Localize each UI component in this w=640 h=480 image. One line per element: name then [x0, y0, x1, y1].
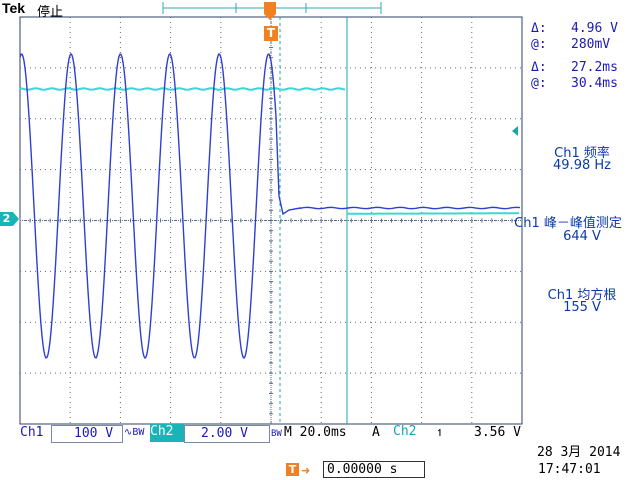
- trigger-mode: A: [372, 425, 380, 440]
- measurement-3-value: 155 V: [563, 300, 601, 315]
- v-at-value: 280mV: [571, 37, 611, 52]
- trigger-marker-icon: T: [264, 26, 278, 41]
- trigger-position-icon: [264, 2, 276, 14]
- ch2-scale: 2.00 V: [201, 426, 248, 441]
- waveform-traces: [19, 17, 521, 424]
- v-at-label: @:: [531, 37, 547, 52]
- graticule-grid: [19, 16, 522, 424]
- ch2-ground-marker: 2: [0, 212, 13, 226]
- time: 17:47:01: [538, 462, 601, 477]
- ch2-ground-arrow-icon: [13, 212, 19, 226]
- ch1-scale: 100 V: [74, 426, 114, 441]
- trigger-pos-arrow-icon: ➜: [301, 464, 311, 477]
- ch2-scale-box[interactable]: 2.00 V: [184, 425, 270, 443]
- measurement-1-label: Ch1 频率: [554, 146, 610, 161]
- ch2-label[interactable]: Ch2: [150, 424, 184, 442]
- t-delta-value: 27.2ms: [571, 60, 618, 75]
- ch1-scale-box[interactable]: 100 V: [51, 425, 123, 443]
- trigger-slope-icon: ↿: [436, 425, 444, 440]
- trigger-position-value: 0.00000 s: [323, 461, 425, 478]
- ch1-coupling-icon: ∿BW: [124, 427, 145, 438]
- trigger-pos-icon: T: [286, 463, 299, 476]
- v-delta-value: 4.96 V: [571, 21, 618, 36]
- ch2-coupling-icon: BW: [271, 429, 282, 439]
- ch1-trace: [19, 52, 521, 360]
- v-delta-label: Δ:: [531, 21, 547, 36]
- trigger-source[interactable]: Ch2: [393, 424, 417, 439]
- measurement-1-value: 49.98 Hz: [553, 158, 611, 173]
- trigger-arrow-icon: [264, 14, 276, 20]
- date: 28 3月 2014: [537, 445, 621, 460]
- trigger-level: 3.56 V: [474, 425, 521, 440]
- brand-logo: Tek: [2, 0, 26, 16]
- ch1-label[interactable]: Ch1: [20, 425, 44, 440]
- measurement-2-value: 644 V: [563, 229, 601, 244]
- measurement-3-label: Ch1 均方根: [547, 288, 617, 303]
- cursor-level-arrow-icon: [512, 126, 518, 136]
- measurement-2-label: Ch1 峰－峰值测定: [514, 216, 622, 231]
- timebase[interactable]: M 20.0ms: [284, 425, 347, 440]
- datetime: 28 3月 2014 17:47:01: [537, 444, 620, 478]
- t-delta-label: Δ:: [531, 60, 547, 75]
- t-at-value: 30.4ms: [571, 76, 618, 91]
- t-at-label: @:: [531, 76, 547, 91]
- acquisition-status: 停止: [37, 5, 64, 20]
- ch2-trace: [19, 87, 520, 215]
